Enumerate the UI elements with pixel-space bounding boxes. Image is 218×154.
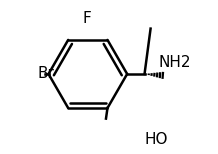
Text: NH2: NH2 bbox=[159, 55, 191, 70]
Text: Br: Br bbox=[38, 67, 55, 81]
Text: HO: HO bbox=[145, 132, 168, 147]
Text: F: F bbox=[83, 11, 91, 26]
